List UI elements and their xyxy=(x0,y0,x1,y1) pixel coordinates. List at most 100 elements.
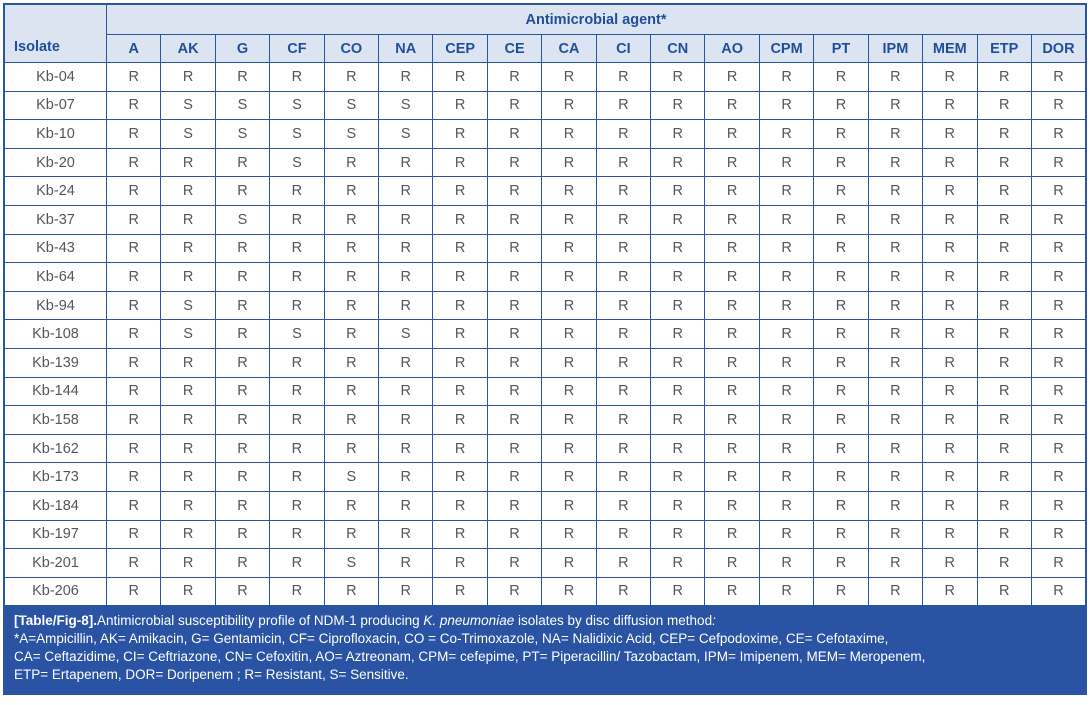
susceptibility-cell: R xyxy=(922,519,978,550)
susceptibility-cell: R xyxy=(650,519,706,550)
agent-header-row: A AK G CF CO NA CEP CE CA CI CN AO CPM PT IPM MEM ETP DOR xyxy=(4,34,1087,63)
susceptibility-cell: R xyxy=(704,576,760,607)
table-header: Isolate Antimicrobial agent* A AK G CF CO NA C… xyxy=(3,3,1087,63)
susceptibility-cell: R xyxy=(650,233,706,264)
susceptibility-cell: R xyxy=(105,433,162,464)
susceptibility-cell: R xyxy=(486,262,543,292)
figure-caption-block: [Table/Fig-8].Antimicrobial susceptibili… xyxy=(3,607,1087,696)
susceptibility-cell: R xyxy=(704,262,760,292)
susceptibility-cell: R xyxy=(378,462,434,492)
susceptibility-cell: R xyxy=(214,176,271,206)
susceptibility-cell: R xyxy=(541,462,597,492)
isolate-label: Kb-173 xyxy=(3,462,107,492)
susceptibility-cell: R xyxy=(269,376,325,407)
susceptibility-cell: R xyxy=(867,405,924,435)
susceptibility-cell: R xyxy=(922,376,978,407)
susceptibility-cell: R xyxy=(378,405,434,435)
susceptibility-cell: R xyxy=(758,433,815,464)
column-header-ca: CA xyxy=(541,34,597,63)
susceptibility-cell: R xyxy=(269,576,325,607)
susceptibility-cell: R xyxy=(323,405,380,435)
susceptibility-cell: R xyxy=(378,548,434,578)
susceptibility-cell: R xyxy=(867,548,924,578)
table-row: Kb-201 R R R R S R R R R R R R R R R R R R xyxy=(3,548,1087,578)
susceptibility-cell: R xyxy=(486,462,543,492)
caption-colon: : xyxy=(712,613,716,629)
susceptibility-cell: S xyxy=(378,119,434,149)
susceptibility-table-figure: Isolate Antimicrobial agent* A AK G CF CO NA C… xyxy=(3,3,1087,696)
susceptibility-cell: R xyxy=(486,347,543,378)
susceptibility-cell: R xyxy=(432,147,488,178)
susceptibility-cell: R xyxy=(486,433,543,464)
susceptibility-cell: R xyxy=(269,490,325,521)
isolate-label: Kb-158 xyxy=(3,405,107,435)
susceptibility-cell: R xyxy=(105,548,162,578)
susceptibility-cell: R xyxy=(323,490,380,521)
susceptibility-cell: R xyxy=(595,519,652,550)
isolate-label: Kb-201 xyxy=(3,548,107,578)
susceptibility-cell: R xyxy=(105,62,162,92)
susceptibility-cell: R xyxy=(867,262,924,292)
susceptibility-cell: R xyxy=(922,290,978,321)
susceptibility-cell: R xyxy=(976,433,1032,464)
susceptibility-cell: S xyxy=(323,548,380,578)
susceptibility-cell: R xyxy=(432,233,488,264)
susceptibility-cell: R xyxy=(1030,147,1087,178)
susceptibility-cell: R xyxy=(704,376,760,407)
susceptibility-cell: R xyxy=(214,262,271,292)
susceptibility-cell: R xyxy=(813,233,869,264)
susceptibility-cell: R xyxy=(922,347,978,378)
susceptibility-cell: R xyxy=(922,119,978,149)
susceptibility-cell: R xyxy=(922,262,978,292)
isolate-label: Kb-04 xyxy=(3,62,107,92)
susceptibility-cell: R xyxy=(813,433,869,464)
susceptibility-cell: S xyxy=(214,90,271,121)
susceptibility-cell: R xyxy=(650,176,706,206)
susceptibility-cell: R xyxy=(378,62,434,92)
susceptibility-cell: R xyxy=(758,319,815,349)
susceptibility-cell: R xyxy=(650,576,706,607)
susceptibility-cell: S xyxy=(323,462,380,492)
isolate-label: Kb-64 xyxy=(3,262,107,292)
susceptibility-cell: R xyxy=(323,62,380,92)
isolate-label: Kb-108 xyxy=(3,319,107,349)
table-row: Kb-139 R R R R R R R R R R R R R R R R R R xyxy=(3,347,1087,378)
susceptibility-cell: R xyxy=(595,462,652,492)
susceptibility-cell: R xyxy=(541,376,597,407)
susceptibility-cell: R xyxy=(541,62,597,92)
susceptibility-cell: R xyxy=(650,462,706,492)
susceptibility-cell: R xyxy=(650,147,706,178)
susceptibility-cell: R xyxy=(541,319,597,349)
susceptibility-cell: R xyxy=(323,576,380,607)
susceptibility-cell: R xyxy=(323,176,380,206)
table-row: Kb-07 R S S S S S R R R R R R R R R R R R xyxy=(3,90,1087,121)
susceptibility-cell: R xyxy=(1030,548,1087,578)
susceptibility-cell: R xyxy=(758,147,815,178)
susceptibility-cell: R xyxy=(976,347,1032,378)
table-row: Kb-162 R R R R R R R R R R R R R R R R R R xyxy=(3,433,1087,464)
susceptibility-cell: R xyxy=(704,490,760,521)
susceptibility-cell: R xyxy=(269,204,325,235)
susceptibility-cell: R xyxy=(813,376,869,407)
susceptibility-cell: R xyxy=(867,433,924,464)
susceptibility-cell: R xyxy=(813,319,869,349)
susceptibility-cell: R xyxy=(541,548,597,578)
susceptibility-cell: R xyxy=(214,576,271,607)
susceptibility-cell: R xyxy=(595,290,652,321)
susceptibility-cell: R xyxy=(813,90,869,121)
susceptibility-cell: R xyxy=(922,62,978,92)
susceptibility-cell: R xyxy=(758,376,815,407)
susceptibility-cell: R xyxy=(813,462,869,492)
susceptibility-cell: R xyxy=(922,433,978,464)
susceptibility-cell: R xyxy=(922,548,978,578)
susceptibility-cell: R xyxy=(541,347,597,378)
susceptibility-cell: R xyxy=(922,233,978,264)
susceptibility-cell: S xyxy=(160,290,216,321)
susceptibility-cell: R xyxy=(813,405,869,435)
susceptibility-cell: R xyxy=(704,347,760,378)
susceptibility-cell: R xyxy=(160,376,216,407)
susceptibility-cell: R xyxy=(813,576,869,607)
susceptibility-cell: R xyxy=(1030,462,1087,492)
susceptibility-cell: R xyxy=(813,347,869,378)
susceptibility-cell: R xyxy=(922,147,978,178)
